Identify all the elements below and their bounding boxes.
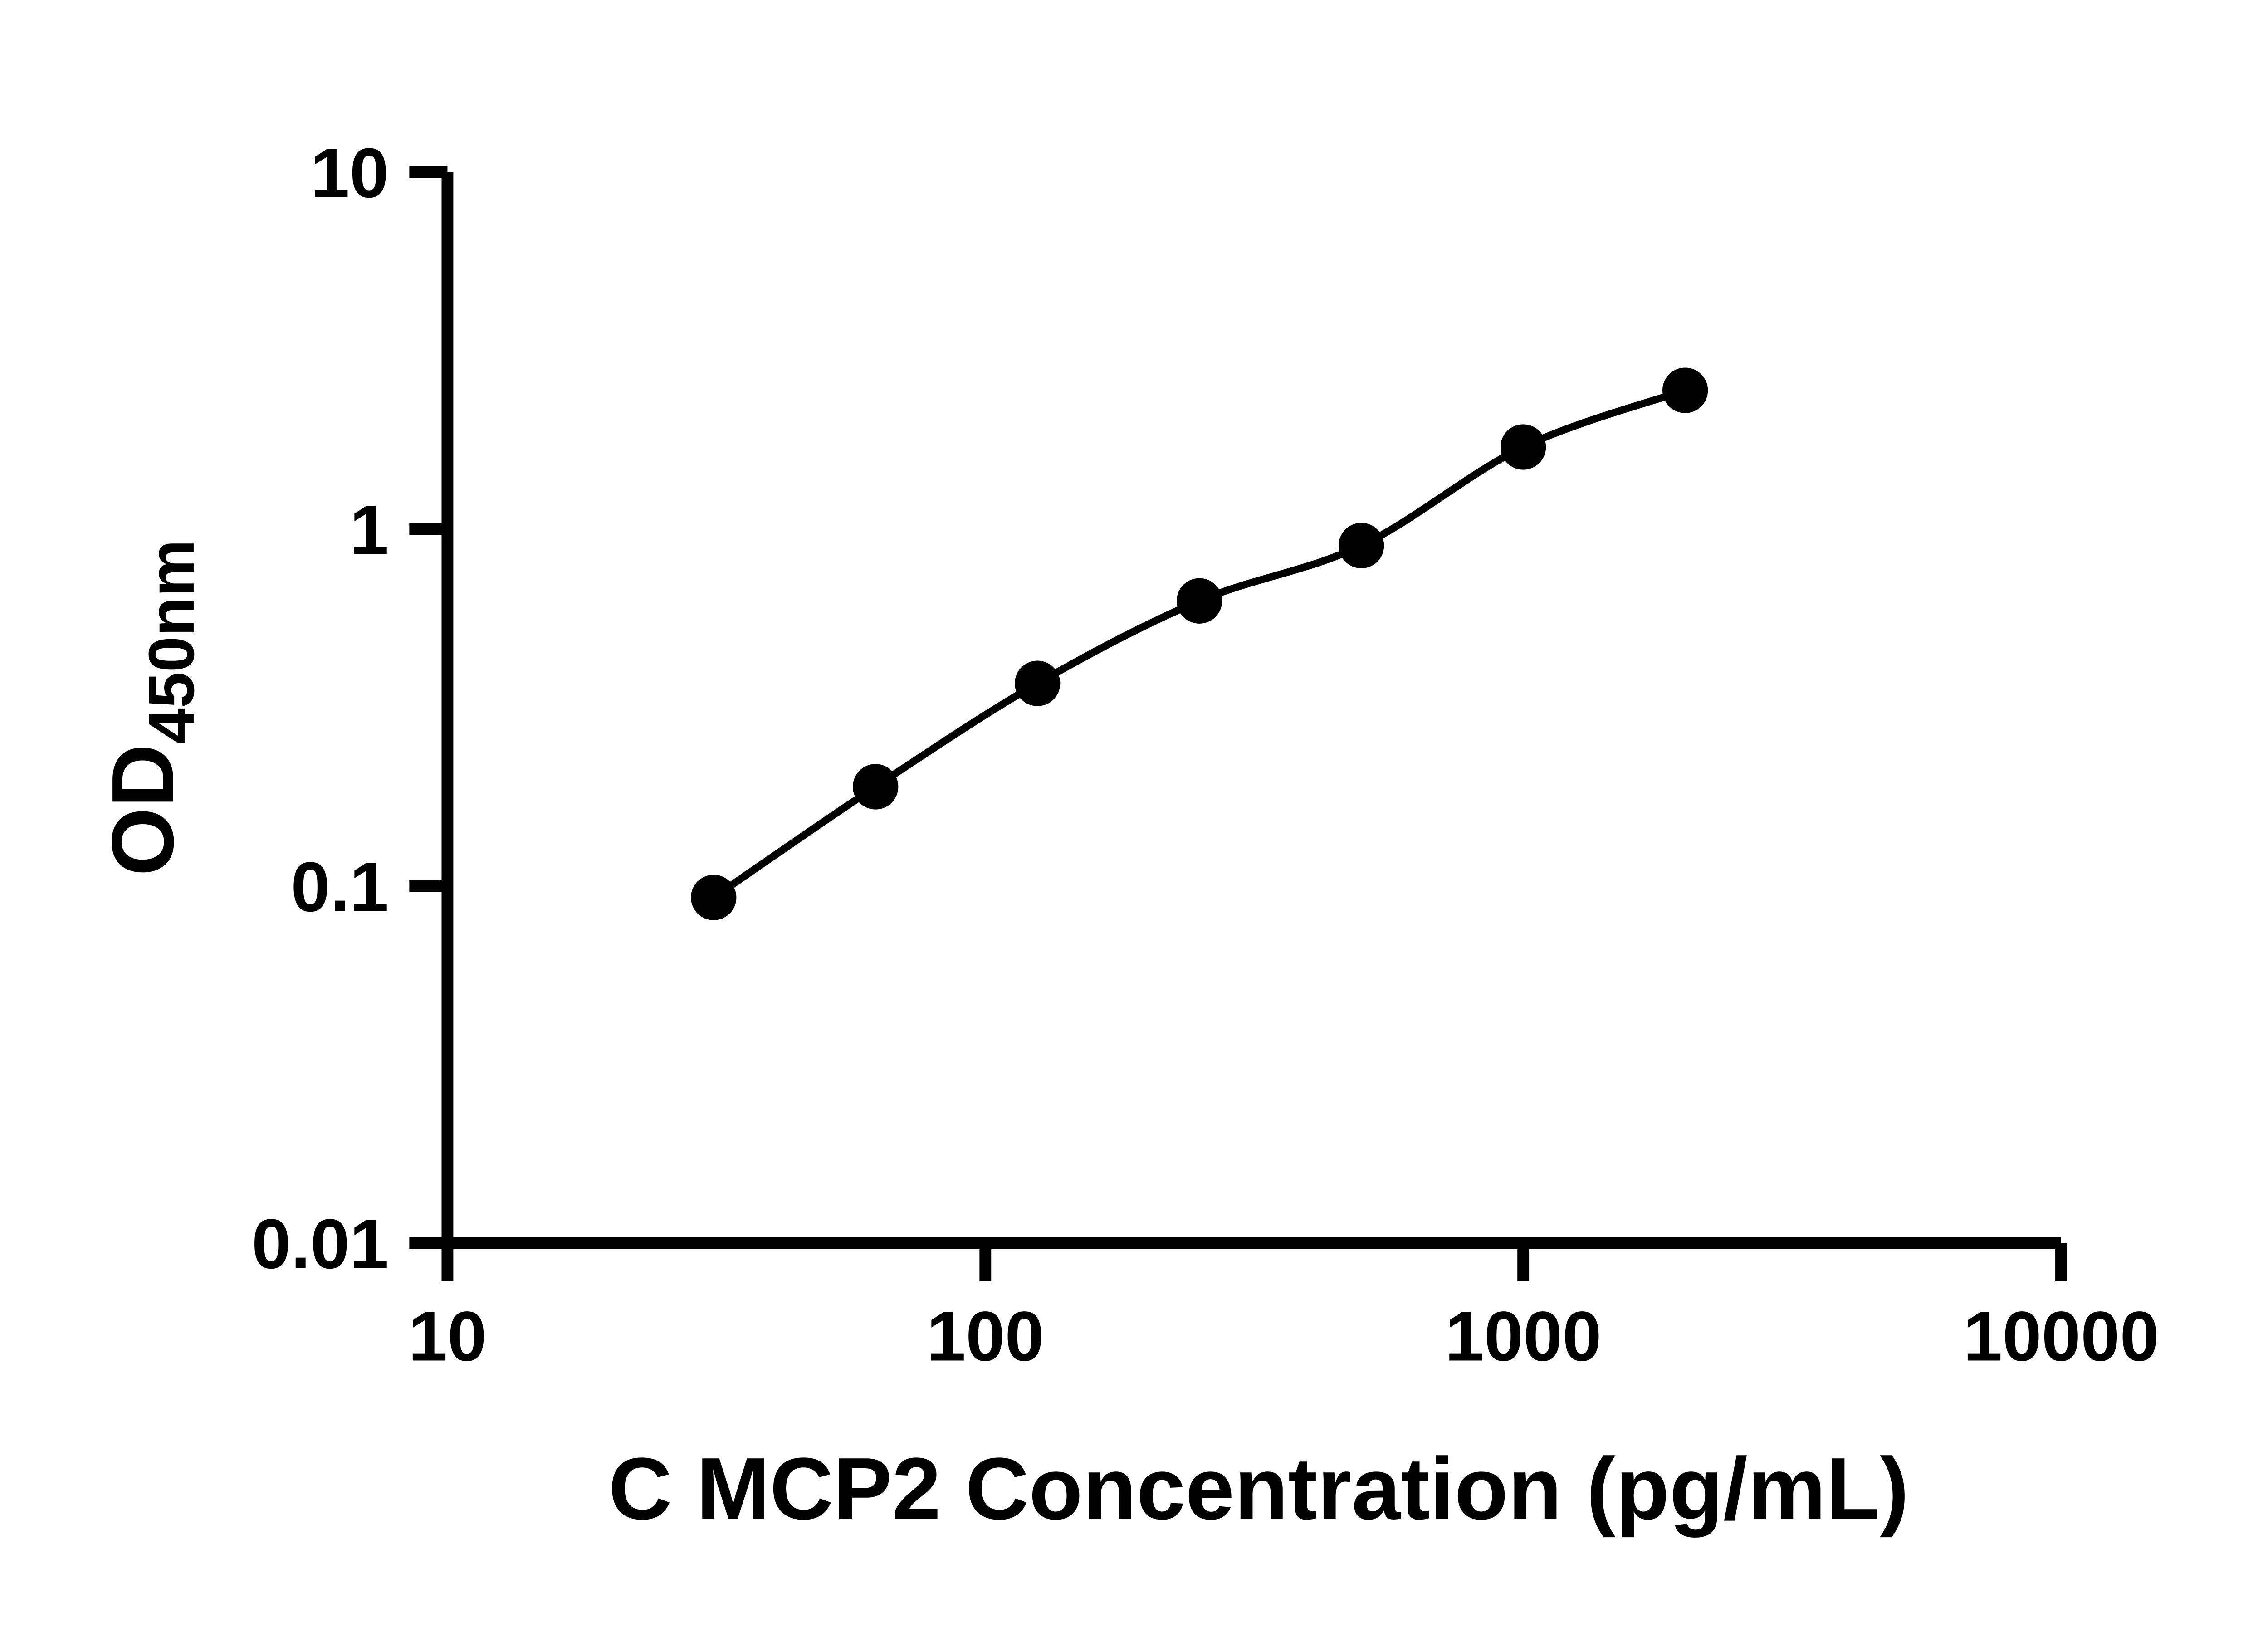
y-axis-label: OD450nm xyxy=(94,539,208,876)
data-point xyxy=(1500,424,1546,470)
fit-curve xyxy=(711,386,1686,901)
axes xyxy=(441,172,2061,1249)
data-point xyxy=(853,764,899,810)
x-axis-ticks xyxy=(441,1243,2067,1281)
x-axis-tick-label: 10 xyxy=(408,1297,487,1376)
data-point xyxy=(1015,660,1061,706)
x-axis-tick-label: 1000 xyxy=(1445,1297,1601,1376)
data-points xyxy=(691,367,1708,920)
y-axis-ticks xyxy=(409,166,448,1249)
x-axis-tick-label: 100 xyxy=(927,1297,1044,1376)
y-axis-tick-label: 10 xyxy=(310,133,389,212)
data-point xyxy=(1662,367,1708,413)
y-axis-tick-label: 0.01 xyxy=(252,1204,389,1283)
x-axis-label: C MCP2 Concentration (pg/mL) xyxy=(608,1440,1909,1538)
y-axis-tick-labels: 10 1 0.1 0.01 xyxy=(252,133,389,1283)
data-point xyxy=(1339,523,1384,568)
x-axis-tick-label: 10000 xyxy=(1963,1297,2159,1376)
data-point xyxy=(1177,578,1222,624)
y-axis-tick-label: 1 xyxy=(350,490,389,569)
y-axis-label-main: OD xyxy=(94,744,192,876)
y-axis-label-subscript: 450nm xyxy=(136,539,208,744)
y-axis-tick-label: 0.1 xyxy=(291,847,389,926)
x-axis-tick-labels: 10 100 1000 10000 xyxy=(408,1297,2159,1376)
data-point xyxy=(691,875,737,920)
axis-spine xyxy=(441,172,2061,1249)
